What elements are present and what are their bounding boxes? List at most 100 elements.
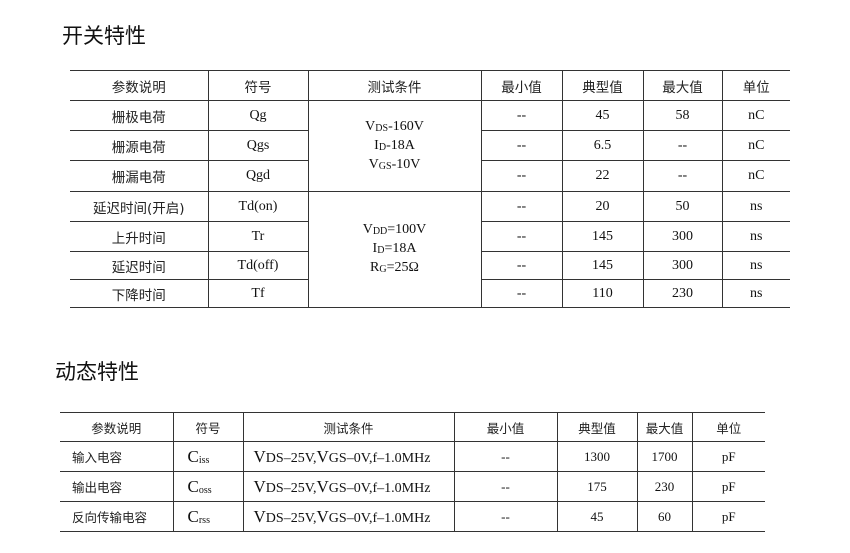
min-cell: --	[453, 501, 557, 532]
min-cell: --	[480, 191, 562, 222]
cond-part: –0V,f–1.0MHz	[346, 480, 431, 496]
header-row: 参数说明 符号 测试条件 最小值 典型值 最大值 单位	[70, 70, 790, 101]
column-header: 测试条件	[307, 70, 481, 101]
column-header: 符号	[207, 70, 308, 101]
typ-cell: 145	[561, 221, 643, 252]
column-header: 典型值	[556, 412, 637, 442]
cond-part: V	[253, 506, 266, 526]
switching-table: 参数说明 符号 测试条件 最小值 典型值 最大值 单位 栅极电荷 Qg VDS-160V ID-18…	[70, 70, 790, 308]
symbol-cell: Qg	[207, 100, 308, 131]
cond-sub: D	[377, 245, 385, 256]
param-cell: 下降时间	[70, 279, 208, 308]
cond-sub: G	[379, 264, 387, 275]
max-cell: 230	[642, 279, 722, 308]
min-cell: --	[453, 471, 557, 502]
cond-sub: DD	[372, 226, 388, 237]
param-cell: 上升时间	[70, 221, 208, 252]
column-header: 最大值	[636, 412, 692, 442]
min-cell: --	[480, 279, 562, 308]
typ-cell: 22	[561, 160, 643, 192]
min-cell: --	[480, 251, 562, 280]
table-row: 反向传输电容 Crss VDS–25V,VGS–0V,f–1.0MHz -- 45 60 p…	[60, 501, 765, 532]
cond-part: –0V,f–1.0MHz	[346, 450, 431, 466]
table-row: 栅极电荷 Qg VDS-160V ID-18A VGS-10V -- 45 58 nC	[70, 100, 790, 192]
max-cell: 1700	[636, 441, 692, 472]
dynamic-table: 参数说明 符号 测试条件 最小值 典型值 最大值 单位 输入电容 Ciss VDS–25V,VGS…	[60, 412, 765, 532]
symbol-cell: Tf	[207, 279, 308, 308]
typ-cell: 145	[561, 251, 643, 280]
symbol-cell: Qgd	[207, 160, 308, 192]
max-cell: 300	[642, 221, 722, 252]
typ-cell: 45	[561, 100, 643, 131]
param-cell: 延迟时间	[70, 251, 208, 280]
param-cell: 输入电容	[60, 441, 173, 472]
cond-sub: GS	[378, 160, 392, 172]
cond-part: V	[316, 446, 329, 466]
test-condition-cell: VDS-160V ID-18A VGS-10V	[307, 100, 481, 192]
table-row: 延迟时间 Td(off) -- 145 300 ns	[70, 251, 790, 280]
cond-sub: D	[378, 141, 387, 153]
condition-line: VDS-160V	[309, 118, 481, 137]
unit-cell: ns	[721, 251, 790, 280]
cond-part: V	[253, 446, 266, 466]
unit-cell: nC	[721, 160, 790, 192]
test-condition-cell: VDS–25V,VGS–0V,f–1.0MHz	[242, 501, 454, 532]
cond-part: –0V,f–1.0MHz	[346, 510, 431, 526]
cond-val: =100V	[387, 222, 427, 237]
cond-var: V	[365, 118, 376, 134]
unit-cell: pF	[691, 441, 765, 472]
param-cell: 延迟时间(开启)	[70, 191, 208, 222]
max-cell: 58	[642, 100, 722, 131]
column-header: 单位	[721, 70, 790, 101]
symbol-main: C	[187, 506, 199, 526]
column-header: 测试条件	[242, 412, 454, 442]
max-cell: 60	[636, 501, 692, 532]
table-row: 输出电容 Coss VDS–25V,VGS–0V,f–1.0MHz -- 175 230 p…	[60, 471, 765, 502]
cond-part: DS	[265, 510, 284, 526]
condition-line: ID=18A	[309, 240, 481, 259]
condition-line: VDD=100V	[309, 221, 481, 240]
symbol-cell: Td(on)	[207, 191, 308, 222]
column-header: 参数说明	[70, 70, 208, 101]
cond-var: I	[372, 241, 378, 256]
typ-cell: 1300	[556, 441, 637, 472]
cond-var: V	[368, 156, 379, 172]
cond-val: -10V	[391, 156, 421, 172]
param-cell: 栅源电荷	[70, 130, 208, 161]
condition-line: RG=25Ω	[309, 259, 481, 278]
symbol-cell: Crss	[172, 501, 243, 532]
symbol-cell: Qgs	[207, 130, 308, 161]
symbol-cell: Coss	[172, 471, 243, 502]
cond-val: =18A	[384, 241, 417, 256]
unit-cell: ns	[721, 191, 790, 222]
column-header: 典型值	[561, 70, 643, 101]
max-cell: 300	[642, 251, 722, 280]
min-cell: --	[480, 221, 562, 252]
typ-cell: 175	[556, 471, 637, 502]
table-row: 延迟时间(开启) Td(on) VDD=100V ID=18A RG=25Ω -- 20 50…	[70, 191, 790, 308]
cond-part: GS	[328, 450, 347, 466]
cond-part: DS	[265, 450, 284, 466]
typ-cell: 20	[561, 191, 643, 222]
symbol-cell: Td(off)	[207, 251, 308, 280]
cond-part: V	[316, 476, 329, 496]
cond-var: V	[362, 222, 373, 237]
max-cell: 230	[636, 471, 692, 502]
param-cell: 栅漏电荷	[70, 160, 208, 192]
table-row: 栅源电荷 Qgs -- 6.5 -- nC	[70, 130, 790, 161]
condition-line: ID-18A	[309, 137, 481, 156]
test-condition-cell: VDS–25V,VGS–0V,f–1.0MHz	[242, 441, 454, 472]
symbol-main: C	[187, 446, 199, 466]
param-cell: 反向传输电容	[60, 501, 173, 532]
column-header: 符号	[172, 412, 243, 442]
max-cell: --	[642, 160, 722, 192]
unit-cell: ns	[721, 221, 790, 252]
column-header: 最小值	[453, 412, 557, 442]
typ-cell: 110	[561, 279, 643, 308]
cond-var: I	[374, 137, 379, 153]
cond-part: DS	[265, 480, 284, 496]
min-cell: --	[480, 100, 562, 131]
cond-part: –25V,	[283, 450, 317, 466]
unit-cell: pF	[691, 471, 765, 502]
symbol-cell: Ciss	[172, 441, 243, 472]
